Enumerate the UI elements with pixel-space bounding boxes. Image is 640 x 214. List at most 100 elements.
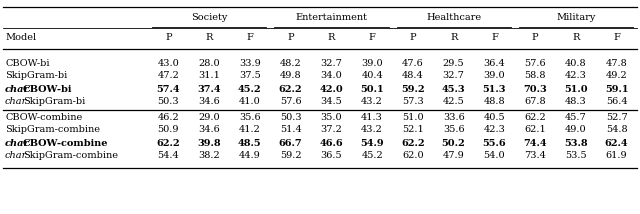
- Text: P: P: [165, 34, 172, 43]
- Text: 36.5: 36.5: [321, 152, 342, 160]
- Text: F: F: [491, 34, 498, 43]
- Text: 38.2: 38.2: [198, 152, 220, 160]
- Text: 34.5: 34.5: [321, 98, 342, 107]
- Text: F: F: [613, 34, 620, 43]
- Text: 47.6: 47.6: [402, 58, 424, 67]
- Text: 53.8: 53.8: [564, 138, 588, 147]
- Text: 61.9: 61.9: [606, 152, 627, 160]
- Text: 51.0: 51.0: [402, 113, 424, 122]
- Text: 32.7: 32.7: [321, 58, 342, 67]
- Text: 48.5: 48.5: [238, 138, 262, 147]
- Text: char: char: [5, 152, 28, 160]
- Text: 59.2: 59.2: [280, 152, 301, 160]
- Text: 59.2: 59.2: [401, 85, 425, 94]
- Text: 44.9: 44.9: [239, 152, 260, 160]
- Text: char: char: [5, 138, 29, 147]
- Text: 45.3: 45.3: [442, 85, 465, 94]
- Text: SkipGram-combine: SkipGram-combine: [5, 125, 100, 135]
- Text: 29.5: 29.5: [443, 58, 465, 67]
- Text: 67.8: 67.8: [524, 98, 546, 107]
- Text: 54.0: 54.0: [484, 152, 505, 160]
- Text: 48.2: 48.2: [280, 58, 301, 67]
- Text: 59.1: 59.1: [605, 85, 628, 94]
- Text: 62.2: 62.2: [401, 138, 425, 147]
- Text: 55.6: 55.6: [483, 138, 506, 147]
- Text: Military: Military: [556, 13, 596, 22]
- Text: 39.0: 39.0: [484, 71, 505, 80]
- Text: 50.1: 50.1: [360, 85, 384, 94]
- Text: 33.9: 33.9: [239, 58, 260, 67]
- Text: 35.0: 35.0: [321, 113, 342, 122]
- Text: 47.9: 47.9: [443, 152, 465, 160]
- Text: 50.9: 50.9: [157, 125, 179, 135]
- Text: 53.5: 53.5: [565, 152, 587, 160]
- Text: 54.8: 54.8: [606, 125, 627, 135]
- Text: char: char: [5, 85, 29, 94]
- Text: 62.2: 62.2: [279, 85, 303, 94]
- Text: 70.3: 70.3: [524, 85, 547, 94]
- Text: 35.6: 35.6: [443, 125, 465, 135]
- Text: 73.4: 73.4: [524, 152, 546, 160]
- Text: 45.7: 45.7: [565, 113, 587, 122]
- Text: 40.4: 40.4: [361, 71, 383, 80]
- Text: 37.5: 37.5: [239, 71, 260, 80]
- Text: SkipGram-combine: SkipGram-combine: [23, 152, 118, 160]
- Text: 57.6: 57.6: [280, 98, 301, 107]
- Text: F: F: [369, 34, 376, 43]
- Text: 42.5: 42.5: [443, 98, 465, 107]
- Text: 41.2: 41.2: [239, 125, 261, 135]
- Text: 46.2: 46.2: [157, 113, 179, 122]
- Text: CBOW-combine: CBOW-combine: [23, 138, 109, 147]
- Text: 47.2: 47.2: [157, 71, 179, 80]
- Text: 74.4: 74.4: [524, 138, 547, 147]
- Text: 45.2: 45.2: [361, 152, 383, 160]
- Text: Healthcare: Healthcare: [426, 13, 481, 22]
- Text: 54.9: 54.9: [360, 138, 384, 147]
- Text: 39.0: 39.0: [362, 58, 383, 67]
- Text: 50.2: 50.2: [442, 138, 465, 147]
- Text: 41.3: 41.3: [361, 113, 383, 122]
- Text: 50.3: 50.3: [280, 113, 301, 122]
- Text: Model: Model: [5, 34, 36, 43]
- Text: 62.2: 62.2: [157, 138, 180, 147]
- Text: R: R: [450, 34, 458, 43]
- Text: 41.0: 41.0: [239, 98, 260, 107]
- Text: 56.4: 56.4: [606, 98, 627, 107]
- Text: 48.8: 48.8: [484, 98, 505, 107]
- Text: 40.5: 40.5: [484, 113, 505, 122]
- Text: 34.6: 34.6: [198, 98, 220, 107]
- Text: P: P: [410, 34, 416, 43]
- Text: 47.8: 47.8: [605, 58, 627, 67]
- Text: 28.0: 28.0: [198, 58, 220, 67]
- Text: Society: Society: [191, 13, 227, 22]
- Text: 49.8: 49.8: [280, 71, 301, 80]
- Text: 32.7: 32.7: [443, 71, 465, 80]
- Text: 42.0: 42.0: [319, 85, 343, 94]
- Text: 45.2: 45.2: [238, 85, 262, 94]
- Text: 62.4: 62.4: [605, 138, 628, 147]
- Text: SkipGram-bi: SkipGram-bi: [23, 98, 85, 107]
- Text: Entertainment: Entertainment: [296, 13, 367, 22]
- Text: P: P: [287, 34, 294, 43]
- Text: F: F: [246, 34, 253, 43]
- Text: 31.1: 31.1: [198, 71, 220, 80]
- Text: 62.0: 62.0: [402, 152, 424, 160]
- Text: CBOW-bi: CBOW-bi: [5, 58, 49, 67]
- Text: 46.6: 46.6: [319, 138, 343, 147]
- Text: 57.3: 57.3: [402, 98, 424, 107]
- Text: R: R: [328, 34, 335, 43]
- Text: 43.2: 43.2: [361, 125, 383, 135]
- Text: 36.4: 36.4: [483, 58, 505, 67]
- Text: SkipGram-bi: SkipGram-bi: [5, 71, 67, 80]
- Text: 34.0: 34.0: [321, 71, 342, 80]
- Text: 62.1: 62.1: [524, 125, 546, 135]
- Text: 37.2: 37.2: [321, 125, 342, 135]
- Text: P: P: [532, 34, 538, 43]
- Text: 51.0: 51.0: [564, 85, 588, 94]
- Text: 57.4: 57.4: [157, 85, 180, 94]
- Text: 58.8: 58.8: [524, 71, 546, 80]
- Text: 34.6: 34.6: [198, 125, 220, 135]
- Text: 33.6: 33.6: [443, 113, 465, 122]
- Text: 51.4: 51.4: [280, 125, 301, 135]
- Text: 48.4: 48.4: [402, 71, 424, 80]
